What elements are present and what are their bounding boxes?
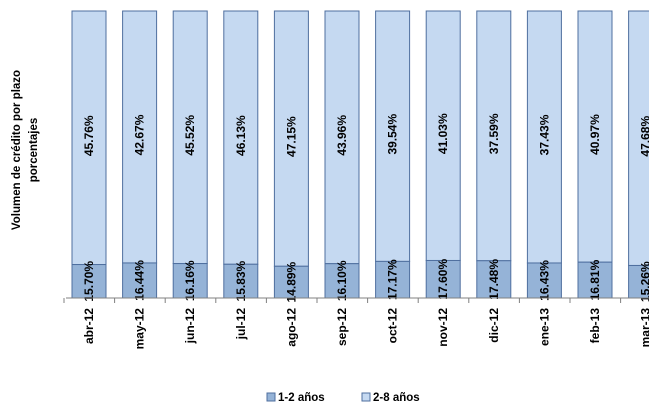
bar-segment-1-2-anos-dic-12 [476,260,512,299]
x-tick-label: sep-12 [335,308,349,346]
x-axis-ticks [63,298,622,303]
bar-segment-2-8-anos-feb-13 [577,10,613,263]
x-tick-label: ene-13 [537,308,551,346]
legend-swatch [361,392,371,402]
data-label-2-8-anos: 47.15% [284,116,298,157]
data-label-1-2-anos: 15.70% [82,261,96,302]
data-label-1-2-anos: 17.60% [436,259,450,300]
y-axis-label-line: porcentajes [28,118,40,183]
data-label-2-8-anos: 47.68% [639,116,649,157]
x-tick-label: jun-12 [183,308,197,345]
legend-swatch [266,392,276,402]
bar-segment-1-2-anos-jun-12 [172,263,208,299]
x-tick-label: mar-13 [639,308,649,348]
y-axis-label: Volumen de crédito por plazo porcentajes [11,70,40,230]
x-tick-label: nov-12 [436,308,450,347]
bar-segment-2-8-anos-may-12 [122,10,158,264]
legend: 1-2 años 2-8 años [266,392,420,404]
bar-segment-1-2-anos-ago-12 [273,265,309,299]
data-label-2-8-anos: 46.13% [234,115,248,156]
x-tick-label: oct-12 [386,308,400,344]
data-label-1-2-anos: 16.81% [588,259,602,300]
bar-segment-1-2-anos-ene-13 [526,262,562,299]
data-label-2-8-anos: 41.03% [436,113,450,154]
data-label-2-8-anos: 40.97% [588,114,602,155]
data-label-1-2-anos: 17.17% [386,259,400,300]
x-tick-label: feb-13 [588,308,602,344]
bar-segment-1-2-anos-abr-12 [71,264,107,299]
bar-segment-1-2-anos-feb-13 [577,261,613,299]
data-label-1-2-anos: 15.83% [234,260,248,301]
data-label-2-8-anos: 45.52% [183,115,197,156]
x-tick-label: jul-12 [234,308,248,341]
y-axis-label-line: Volumen de crédito por plazo [11,70,23,230]
bar-segment-2-8-anos-sep-12 [324,10,360,265]
x-tick-label: ago-12 [284,308,298,347]
bar-segment-1-2-anos-sep-12 [324,263,360,299]
data-label-2-8-anos: 37.43% [537,114,551,155]
legend-label: 1-2 años [278,392,325,404]
data-label-1-2-anos: 14.89% [284,261,298,302]
data-label-2-8-anos: 37.59% [487,113,501,154]
data-label-2-8-anos: 39.54% [386,114,400,155]
data-label-2-8-anos: 42.67% [133,114,147,155]
bar-segment-2-8-anos-dic-12 [476,10,512,262]
bar-segment-1-2-anos-may-12 [122,262,158,299]
bar-segment-2-8-anos-abr-12 [71,10,107,266]
x-axis-tick-labels: abr-12 may-12 jun-12 jul-12 ago-12 sep-12 oct-… [82,308,649,350]
x-tick-label: may-12 [133,308,147,350]
x-tick-label: dic-12 [487,308,501,343]
bars: 15.70% 45.76% 16.44% 42.67% 16.16% 45.52% 15.8… [71,10,649,302]
data-label-1-2-anos: 17.48% [487,259,501,300]
data-label-1-2-anos: 16.43% [537,260,551,301]
data-label-2-8-anos: 43.96% [335,115,349,156]
bar-segment-1-2-anos-oct-12 [375,260,411,299]
data-label-1-2-anos: 16.44% [133,260,147,301]
data-label-1-2-anos: 16.10% [335,260,349,301]
bar-segment-1-2-anos-jul-12 [223,263,259,299]
legend-label: 2-8 años [373,392,420,404]
data-label-1-2-anos: 15.26% [639,261,649,302]
bar-segment-2-8-anos-ene-13 [526,10,562,264]
bar-segment-1-2-anos-nov-12 [425,259,461,299]
x-tick-label: abr-12 [82,308,96,344]
data-label-1-2-anos: 16.16% [183,260,197,301]
data-label-2-8-anos: 45.76% [82,115,96,156]
